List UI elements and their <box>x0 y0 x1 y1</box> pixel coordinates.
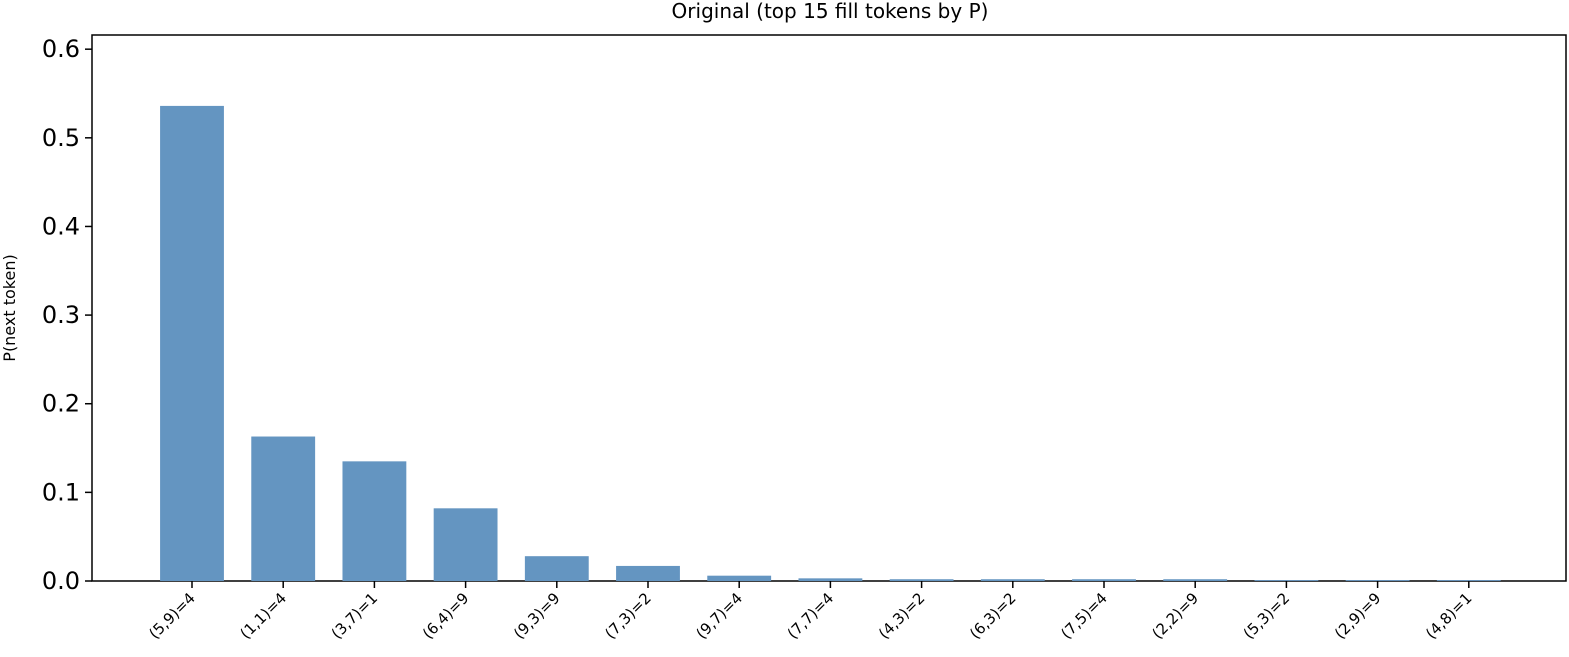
y-axis-label: P(next token) <box>0 254 19 361</box>
x-tick-label: (6,4)=9 <box>419 589 473 643</box>
y-tick-label: 0.3 <box>42 301 80 329</box>
bar <box>1436 580 1501 581</box>
x-tick-label: (7,7)=4 <box>784 589 838 643</box>
bar <box>889 579 954 581</box>
bar <box>251 436 316 581</box>
x-tick-label: (4,3)=2 <box>875 589 929 643</box>
bar <box>1163 579 1228 581</box>
bar <box>798 578 863 581</box>
x-tick-label: (9,7)=4 <box>693 589 747 643</box>
x-tick-label: (1,1)=4 <box>237 589 291 643</box>
x-tick-label: (9,3)=9 <box>510 589 564 643</box>
bar <box>980 579 1045 581</box>
x-tick-label: (3,7)=1 <box>328 589 382 643</box>
x-tick-label: (4,8)=1 <box>1422 589 1476 643</box>
x-tick-label: (2,9)=9 <box>1331 589 1385 643</box>
x-tick-label: (7,3)=2 <box>601 589 655 643</box>
bar <box>1254 580 1319 581</box>
bar <box>1072 579 1136 581</box>
bar <box>433 508 498 581</box>
x-tick-label: (5,9)=4 <box>145 589 199 643</box>
bar <box>342 461 407 581</box>
x-tick-label: (7,5)=4 <box>1057 589 1111 643</box>
bar <box>160 105 224 581</box>
y-tick-label: 0.6 <box>42 35 80 63</box>
x-tick-label: (6,3)=2 <box>966 589 1020 643</box>
bar <box>1345 580 1410 581</box>
y-tick-label: 0.5 <box>42 124 80 152</box>
x-tick-label: (5,3)=2 <box>1240 589 1294 643</box>
y-tick-label: 0.4 <box>42 212 80 240</box>
y-tick-label: 0.2 <box>42 390 80 418</box>
x-tick-label: (2,2)=9 <box>1149 589 1203 643</box>
y-tick-label: 0.1 <box>42 478 80 506</box>
chart-title: Original (top 15 fill tokens by P) <box>672 0 989 23</box>
bar <box>707 575 772 581</box>
y-tick-label: 0.0 <box>42 567 80 595</box>
bar <box>524 556 589 581</box>
bar <box>616 565 680 581</box>
